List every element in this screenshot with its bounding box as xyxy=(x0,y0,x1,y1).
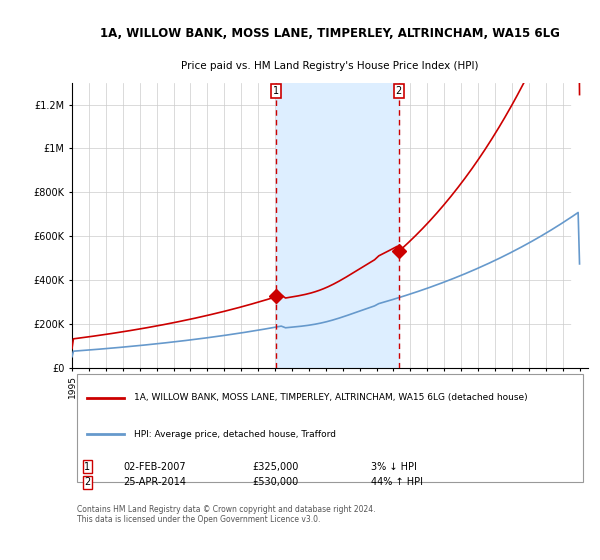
Text: £530,000: £530,000 xyxy=(253,477,299,487)
Text: £325,000: £325,000 xyxy=(253,461,299,472)
Text: Price paid vs. HM Land Registry's House Price Index (HPI): Price paid vs. HM Land Registry's House … xyxy=(181,61,479,71)
Text: HPI: Average price, detached house, Trafford: HPI: Average price, detached house, Traf… xyxy=(134,430,336,438)
Text: 44% ↑ HPI: 44% ↑ HPI xyxy=(371,477,423,487)
Text: 1A, WILLOW BANK, MOSS LANE, TIMPERLEY, ALTRINCHAM, WA15 6LG: 1A, WILLOW BANK, MOSS LANE, TIMPERLEY, A… xyxy=(100,27,560,40)
Text: 1: 1 xyxy=(274,86,280,96)
FancyBboxPatch shape xyxy=(77,374,583,482)
Text: 25-APR-2014: 25-APR-2014 xyxy=(124,477,187,487)
Text: 02-FEB-2007: 02-FEB-2007 xyxy=(124,461,186,472)
Bar xyxy=(571,82,588,368)
Text: 1: 1 xyxy=(85,461,91,472)
Text: 2: 2 xyxy=(85,477,91,487)
Text: 3% ↓ HPI: 3% ↓ HPI xyxy=(371,461,417,472)
Bar xyxy=(277,82,399,368)
Text: Contains HM Land Registry data © Crown copyright and database right 2024.
This d: Contains HM Land Registry data © Crown c… xyxy=(77,505,376,524)
Text: 2: 2 xyxy=(396,86,402,96)
Text: 1A, WILLOW BANK, MOSS LANE, TIMPERLEY, ALTRINCHAM, WA15 6LG (detached house): 1A, WILLOW BANK, MOSS LANE, TIMPERLEY, A… xyxy=(134,393,527,403)
